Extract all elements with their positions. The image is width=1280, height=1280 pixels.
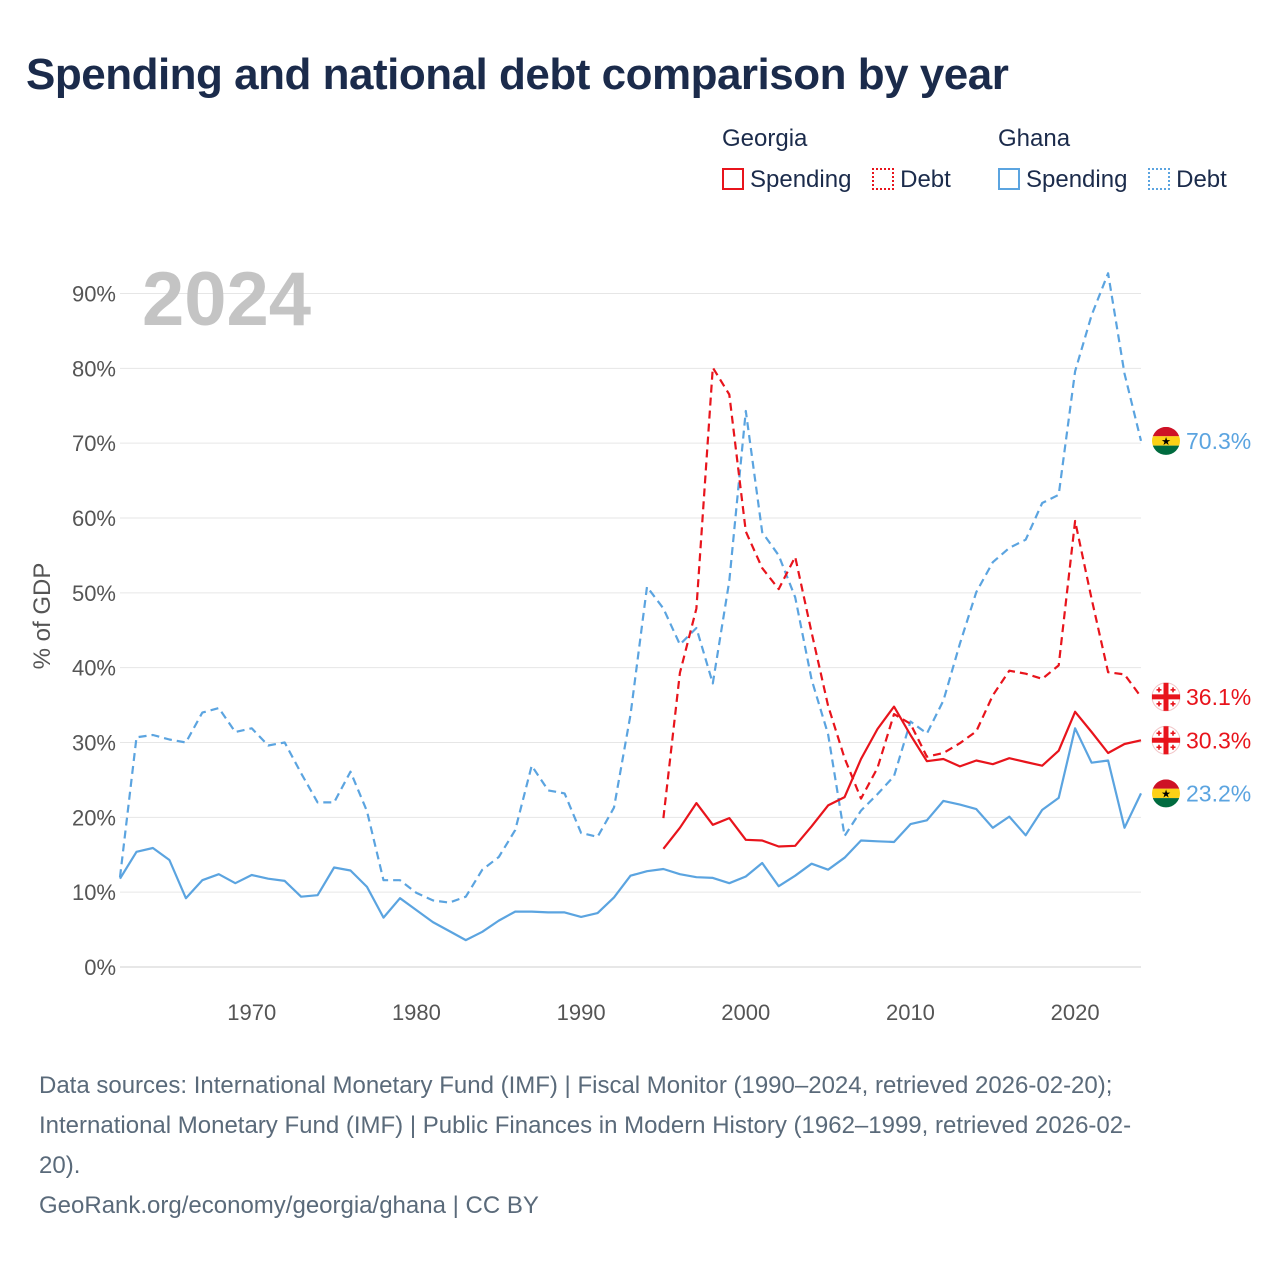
x-tick-label: 1970	[227, 1000, 276, 1025]
y-tick-label: 10%	[72, 880, 116, 905]
end-value-label: 36.1%	[1186, 684, 1251, 710]
x-tick-label: 2020	[1051, 1000, 1100, 1025]
x-tick-label: 1990	[557, 1000, 606, 1025]
y-tick-label: 90%	[72, 282, 116, 307]
legend-group-georgia: Georgia Spending Debt	[722, 122, 965, 194]
svg-text:★: ★	[1161, 787, 1171, 800]
series-line-ghana-debt[interactable]	[118, 272, 1143, 904]
source-line: Data sources: International Monetary Fun…	[39, 1072, 1113, 1099]
ghana-flag-icon: ★	[1152, 426, 1180, 455]
georgia-flag-icon	[1151, 725, 1181, 755]
footer: Data sources: International Monetary Fun…	[39, 1066, 1239, 1226]
legend-swatch-solid-icon	[998, 167, 1020, 190]
end-value-label: 70.3%	[1186, 428, 1251, 454]
y-axis: 0% 10% 20% 30% 40% 50% 60% 70% 80% 90%	[72, 282, 116, 981]
source-line: 20).	[39, 1152, 81, 1179]
legend-item-ghana-debt[interactable]: Debt	[1148, 165, 1227, 195]
legend-group-ghana: Ghana Spending Debt	[998, 122, 1241, 194]
legend-item-georgia-debt[interactable]: Debt	[872, 165, 951, 195]
legend-country-georgia: Georgia	[722, 125, 808, 152]
legend-label: Debt	[900, 165, 951, 193]
source-line: International Monetary Fund (IMF) | Publ…	[39, 1112, 1132, 1139]
chart-title: Spending and national debt comparison by…	[26, 50, 1009, 99]
legend-label: Debt	[1176, 165, 1227, 193]
x-tick-label: 1980	[392, 1000, 441, 1025]
series-line-georgia-debt[interactable]	[662, 366, 1142, 819]
legend-item-ghana-spending[interactable]: Spending	[998, 165, 1127, 195]
grid	[120, 293, 1141, 968]
series-line-ghana-spending[interactable]	[119, 727, 1142, 942]
legend-label: Spending	[1026, 165, 1128, 193]
x-tick-label: 2000	[721, 1000, 770, 1025]
y-tick-label: 20%	[72, 805, 116, 830]
georgia-flag-icon	[1151, 682, 1181, 712]
end-labels: ★ 70.3% ★ 23.2% 36.1% 30.3%	[1151, 426, 1251, 808]
y-tick-label: 80%	[72, 356, 116, 381]
line-chart: 2024 % of GDP 0% 10% 20% 30% 40% 50% 60% 70% 80%…	[29, 257, 1251, 1025]
y-tick-label: 0%	[84, 955, 116, 980]
legend-label: Spending	[750, 165, 852, 193]
end-value-label: 23.2%	[1186, 780, 1251, 806]
ghana-flag-icon: ★	[1152, 779, 1180, 808]
legend-swatch-dotted-icon	[872, 167, 895, 190]
attribution-link[interactable]: GeoRank.org/economy/georgia/ghana | CC B…	[39, 1192, 539, 1219]
legend-swatch-solid-icon	[722, 167, 744, 190]
year-watermark: 2024	[142, 257, 311, 342]
y-tick-label: 40%	[72, 656, 116, 681]
series-line-georgia-spending[interactable]	[662, 705, 1142, 850]
legend-swatch-dotted-icon	[1148, 167, 1171, 190]
end-value-label: 30.3%	[1186, 727, 1251, 753]
y-axis-label: % of GDP	[29, 563, 56, 670]
y-tick-label: 70%	[72, 431, 116, 456]
y-tick-label: 60%	[72, 506, 116, 531]
legend-country-ghana: Ghana	[998, 125, 1071, 152]
y-tick-label: 50%	[72, 581, 116, 606]
series-group	[118, 272, 1143, 942]
x-axis: 1970 1980 1990 2000 2010 2020	[227, 1000, 1099, 1025]
y-tick-label: 30%	[72, 731, 116, 756]
x-tick-label: 2010	[886, 1000, 935, 1025]
legend-item-georgia-spending[interactable]: Spending	[722, 165, 851, 195]
svg-text:★: ★	[1161, 435, 1171, 448]
